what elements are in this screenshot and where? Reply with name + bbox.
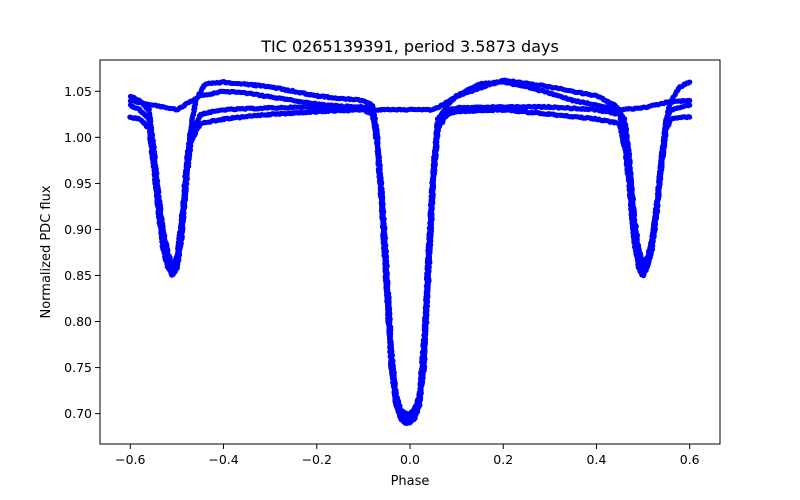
y-tick-label: 0.70 xyxy=(64,406,92,421)
data-point xyxy=(687,114,693,120)
x-axis-ticks: −0.6 −0.4 −0.2 0.0 0.2 0.4 0.6 xyxy=(115,444,700,467)
y-tick-label: 0.75 xyxy=(64,360,92,375)
y-tick-label: 1.00 xyxy=(64,130,92,145)
x-tick-label: 0.6 xyxy=(680,452,700,467)
data-points xyxy=(127,77,693,426)
chart-title: TIC 0265139391, period 3.5873 days xyxy=(260,37,559,56)
y-tick-label: 0.80 xyxy=(64,314,92,329)
data-point xyxy=(687,102,693,108)
y-tick-label: 0.95 xyxy=(64,176,92,191)
data-point xyxy=(687,79,693,85)
x-tick-label: 0.2 xyxy=(493,452,513,467)
x-tick-label: 0.0 xyxy=(400,452,420,467)
y-axis-label: Normalized PDC flux xyxy=(39,185,54,318)
x-tick-label: −0.6 xyxy=(115,452,145,467)
y-tick-label: 0.85 xyxy=(64,268,92,283)
x-tick-label: 0.4 xyxy=(587,452,607,467)
data-point xyxy=(687,97,693,104)
y-tick-label: 1.05 xyxy=(64,84,92,99)
x-tick-label: −0.2 xyxy=(302,452,332,467)
y-axis-ticks: 0.70 0.75 0.80 0.85 0.90 0.95 1.00 1.05 xyxy=(64,84,100,421)
y-tick-label: 0.90 xyxy=(64,222,92,237)
x-tick-label: −0.4 xyxy=(208,452,238,467)
x-axis-label: Phase xyxy=(391,474,430,489)
